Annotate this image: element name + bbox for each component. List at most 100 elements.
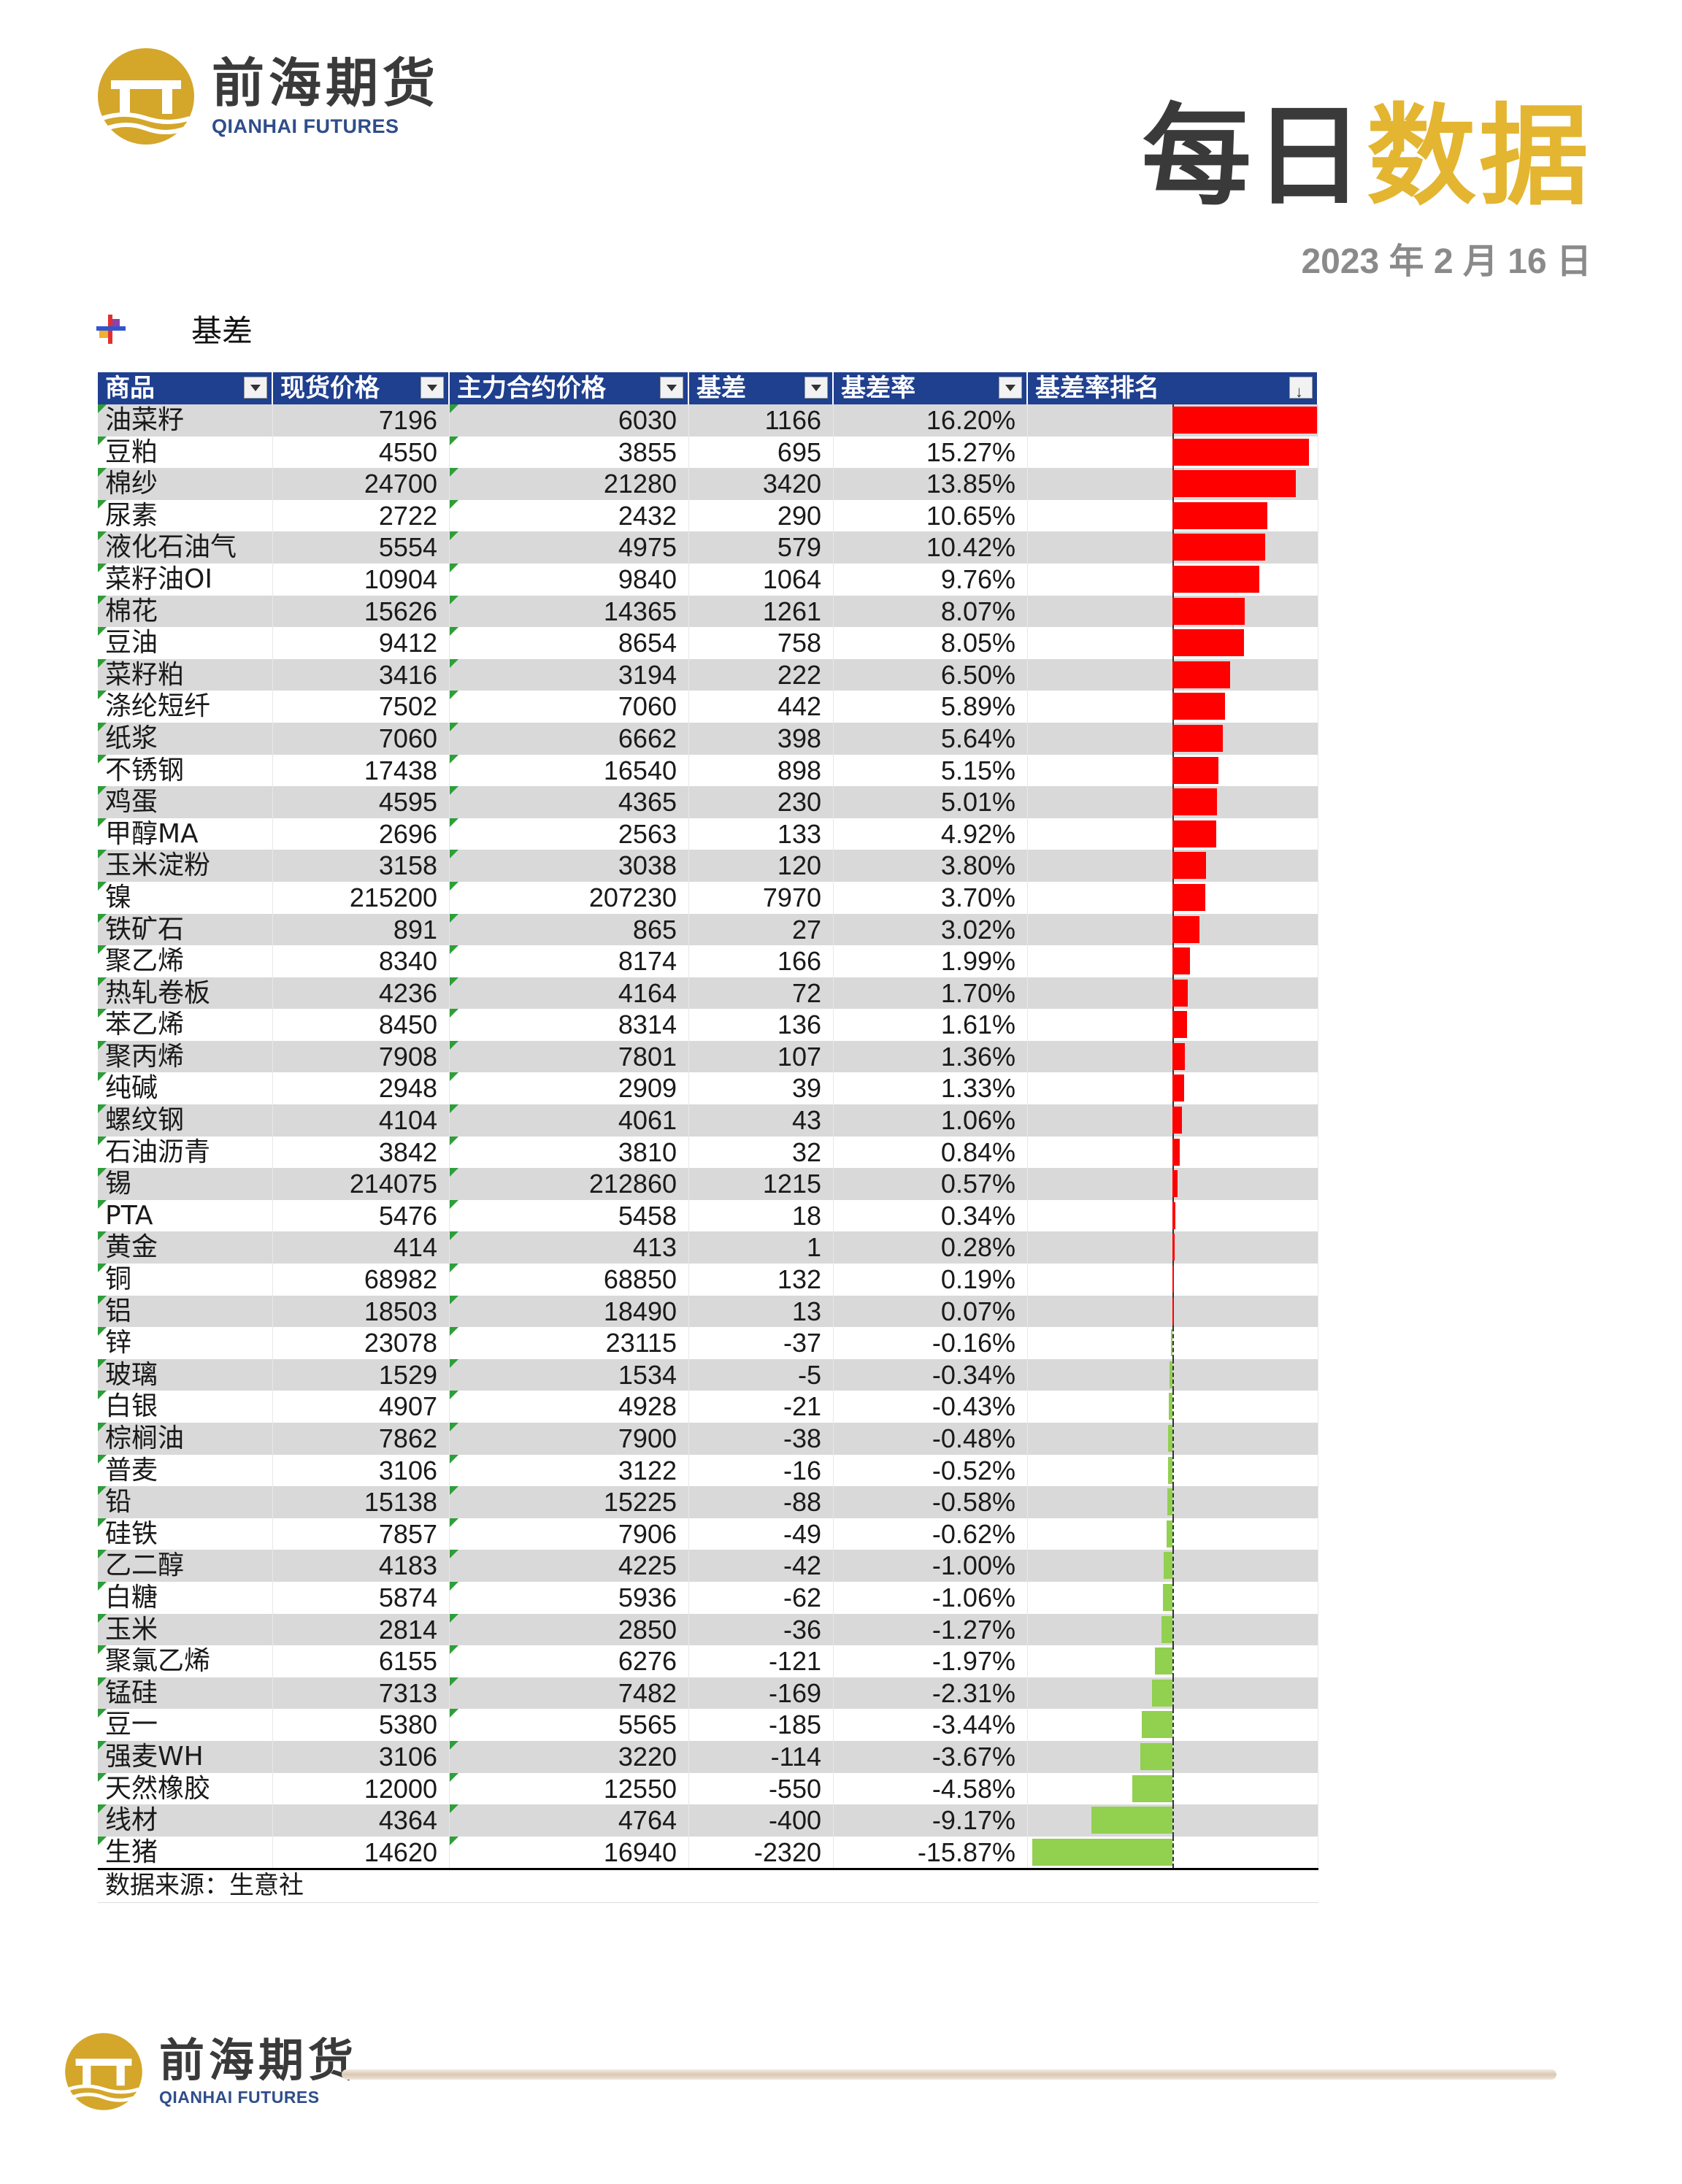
basis-rate-cell[interactable]: 1.99% — [834, 945, 1028, 977]
commodity-cell[interactable]: 螺纹钢 — [98, 1104, 273, 1137]
commodity-cell[interactable]: 锰硅 — [98, 1677, 273, 1710]
table-row[interactable]: 强麦WH 3106 3220 -114 -3.67% — [98, 1740, 1318, 1773]
basis-rate-cell[interactable]: -0.48% — [834, 1423, 1028, 1455]
spot-price-cell[interactable]: 1529 — [273, 1358, 450, 1391]
filter-dropdown-icon[interactable] — [420, 377, 444, 399]
basis-rate-cell[interactable]: 0.57% — [834, 1168, 1028, 1200]
spot-price-cell[interactable]: 7196 — [273, 404, 450, 437]
table-row[interactable]: 黄金 414 413 1 0.28% — [98, 1231, 1318, 1264]
basis-rate-rank-cell[interactable] — [1028, 1391, 1318, 1423]
commodity-cell[interactable]: 鸡蛋 — [98, 786, 273, 818]
basis-rate-rank-cell[interactable] — [1028, 1104, 1318, 1137]
contract-price-cell[interactable]: 23115 — [450, 1327, 689, 1359]
table-row[interactable]: 苯乙烯 8450 8314 136 1.61% — [98, 1009, 1318, 1041]
contract-price-cell[interactable]: 5936 — [450, 1581, 689, 1614]
col-header-spot-price[interactable]: 现货价格 — [273, 372, 450, 404]
commodity-cell[interactable]: 强麦WH — [98, 1740, 273, 1773]
commodity-cell[interactable]: 玉米 — [98, 1613, 273, 1646]
basis-rate-cell[interactable]: 0.34% — [834, 1199, 1028, 1232]
basis-cell[interactable]: 442 — [689, 691, 834, 723]
contract-price-cell[interactable]: 8314 — [450, 1009, 689, 1041]
commodity-cell[interactable]: 锡 — [98, 1168, 273, 1200]
contract-price-cell[interactable]: 3038 — [450, 850, 689, 882]
basis-cell[interactable]: 1064 — [689, 563, 834, 596]
table-row[interactable]: 棉花 15626 14365 1261 8.07% — [98, 595, 1318, 628]
table-row[interactable]: 鸡蛋 4595 4365 230 5.01% — [98, 786, 1318, 818]
basis-rate-rank-cell[interactable] — [1028, 1040, 1318, 1073]
basis-rate-rank-cell[interactable] — [1028, 1486, 1318, 1518]
contract-price-cell[interactable]: 413 — [450, 1231, 689, 1264]
basis-rate-rank-cell[interactable] — [1028, 1518, 1318, 1550]
basis-rate-cell[interactable]: 0.84% — [834, 1136, 1028, 1169]
table-row[interactable]: 尿素 2722 2432 290 10.65% — [98, 499, 1318, 532]
basis-cell[interactable]: -16 — [689, 1454, 834, 1487]
commodity-cell[interactable]: 聚氯乙烯 — [98, 1645, 273, 1677]
commodity-cell[interactable]: 硅铁 — [98, 1518, 273, 1550]
contract-price-cell[interactable]: 16540 — [450, 754, 689, 787]
basis-rate-rank-cell[interactable] — [1028, 1009, 1318, 1041]
basis-rate-cell[interactable]: -1.00% — [834, 1550, 1028, 1582]
commodity-cell[interactable]: 白银 — [98, 1391, 273, 1423]
basis-cell[interactable]: -88 — [689, 1486, 834, 1518]
basis-cell[interactable]: 1215 — [689, 1168, 834, 1200]
commodity-cell[interactable]: 玉米淀粉 — [98, 850, 273, 882]
commodity-cell[interactable]: 尿素 — [98, 499, 273, 532]
table-row[interactable]: 聚乙烯 8340 8174 166 1.99% — [98, 945, 1318, 977]
table-row[interactable]: 菜籽油OI 10904 9840 1064 9.76% — [98, 563, 1318, 596]
filter-dropdown-icon[interactable] — [999, 377, 1022, 399]
contract-price-cell[interactable]: 4225 — [450, 1550, 689, 1582]
spot-price-cell[interactable]: 4550 — [273, 436, 450, 469]
basis-rate-cell[interactable]: 1.70% — [834, 977, 1028, 1010]
table-row[interactable]: 棉纱 24700 21280 3420 13.85% — [98, 468, 1318, 500]
col-header-main-contract-price[interactable]: 主力合约价格 — [450, 372, 689, 404]
contract-price-cell[interactable]: 4061 — [450, 1104, 689, 1137]
spot-price-cell[interactable]: 6155 — [273, 1645, 450, 1677]
commodity-cell[interactable]: 油菜籽 — [98, 404, 273, 437]
basis-rate-cell[interactable]: -15.87% — [834, 1836, 1028, 1869]
table-row[interactable]: 玻璃 1529 1534 -5 -0.34% — [98, 1358, 1318, 1391]
basis-rate-cell[interactable]: 1.33% — [834, 1072, 1028, 1105]
basis-rate-cell[interactable]: -0.62% — [834, 1518, 1028, 1550]
basis-rate-cell[interactable]: -1.97% — [834, 1645, 1028, 1677]
basis-rate-cell[interactable]: -0.34% — [834, 1358, 1028, 1391]
table-row[interactable]: 锰硅 7313 7482 -169 -2.31% — [98, 1677, 1318, 1710]
filter-dropdown-icon[interactable] — [244, 377, 267, 399]
spot-price-cell[interactable]: 7908 — [273, 1040, 450, 1073]
commodity-cell[interactable]: 黄金 — [98, 1231, 273, 1264]
commodity-cell[interactable]: PTA — [98, 1199, 273, 1232]
table-row[interactable]: 油菜籽 7196 6030 1166 16.20% — [98, 404, 1318, 437]
contract-price-cell[interactable]: 12550 — [450, 1772, 689, 1805]
basis-rate-rank-cell[interactable] — [1028, 1804, 1318, 1837]
basis-rate-rank-cell[interactable] — [1028, 1836, 1318, 1869]
basis-rate-rank-cell[interactable] — [1028, 1168, 1318, 1200]
spot-price-cell[interactable]: 4183 — [273, 1550, 450, 1582]
table-row[interactable]: 聚丙烯 7908 7801 107 1.36% — [98, 1040, 1318, 1073]
basis-cell[interactable]: 7970 — [689, 881, 834, 914]
spot-price-cell[interactable]: 3106 — [273, 1740, 450, 1773]
contract-price-cell[interactable]: 4764 — [450, 1804, 689, 1837]
contract-price-cell[interactable]: 8174 — [450, 945, 689, 977]
contract-price-cell[interactable]: 3855 — [450, 436, 689, 469]
basis-cell[interactable]: 898 — [689, 754, 834, 787]
basis-rate-cell[interactable]: 9.76% — [834, 563, 1028, 596]
contract-price-cell[interactable]: 2850 — [450, 1613, 689, 1646]
basis-cell[interactable]: 32 — [689, 1136, 834, 1169]
commodity-cell[interactable]: 液化石油气 — [98, 531, 273, 564]
basis-cell[interactable]: 132 — [689, 1264, 834, 1296]
basis-rate-cell[interactable]: -2.31% — [834, 1677, 1028, 1710]
table-row[interactable]: 菜籽粕 3416 3194 222 6.50% — [98, 658, 1318, 691]
table-row[interactable]: 纸浆 7060 6662 398 5.64% — [98, 722, 1318, 755]
basis-rate-cell[interactable]: 5.89% — [834, 691, 1028, 723]
spot-price-cell[interactable]: 7502 — [273, 691, 450, 723]
contract-price-cell[interactable]: 18490 — [450, 1295, 689, 1328]
basis-rate-cell[interactable]: -9.17% — [834, 1804, 1028, 1837]
basis-cell[interactable]: -37 — [689, 1327, 834, 1359]
table-row[interactable]: 镍 215200 207230 7970 3.70% — [98, 881, 1318, 914]
table-row[interactable]: 乙二醇 4183 4225 -42 -1.00% — [98, 1550, 1318, 1582]
spot-price-cell[interactable]: 12000 — [273, 1772, 450, 1805]
commodity-cell[interactable]: 棉花 — [98, 595, 273, 628]
basis-rate-cell[interactable]: 5.01% — [834, 786, 1028, 818]
spot-price-cell[interactable]: 68982 — [273, 1264, 450, 1296]
commodity-cell[interactable]: 不锈钢 — [98, 754, 273, 787]
contract-price-cell[interactable]: 7801 — [450, 1040, 689, 1073]
